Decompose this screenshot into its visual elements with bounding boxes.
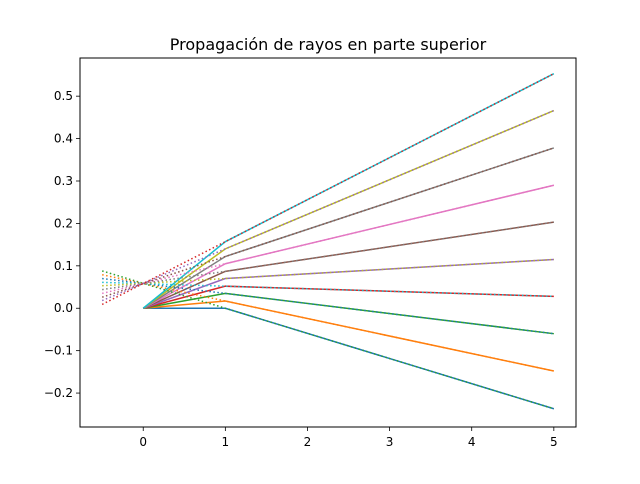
x-tick-label: 0 xyxy=(139,435,147,449)
dotted-ray-1 xyxy=(101,270,555,410)
y-tick-label: −0.1 xyxy=(44,344,73,358)
y-tick-label: 0.0 xyxy=(54,301,73,315)
y-tick-label: 0.4 xyxy=(54,132,73,146)
dotted-rays-group xyxy=(101,73,555,410)
dotted-ray-10 xyxy=(101,73,555,306)
y-tick-label: 0.5 xyxy=(54,89,73,103)
dotted-ray-9 xyxy=(101,109,555,302)
y-axis: −0.2 −0.1 0.0 0.1 0.2 0.3 0.4 0.5 xyxy=(44,89,80,400)
y-tick-label: 0.1 xyxy=(54,259,73,273)
solid-ray-5 xyxy=(142,258,554,309)
y-tick-label: 0.3 xyxy=(54,174,73,188)
x-tick-label: 3 xyxy=(386,435,394,449)
solid-ray-4 xyxy=(143,285,554,309)
y-tick-label: 0.2 xyxy=(54,216,73,230)
x-tick-label: 5 xyxy=(550,435,558,449)
solid-ray-2 xyxy=(143,300,554,372)
solid-ray-9 xyxy=(142,109,555,309)
dotted-ray-6 xyxy=(102,221,554,291)
x-tick-label: 1 xyxy=(222,435,230,449)
dotted-ray-8 xyxy=(101,147,555,298)
chart-title: Propagación de rayos en parte superior xyxy=(170,35,487,54)
x-tick-label: 4 xyxy=(468,435,476,449)
x-axis: 0 1 2 3 4 5 xyxy=(139,427,558,449)
x-tick-label: 2 xyxy=(304,435,312,449)
y-tick-label: −0.2 xyxy=(44,386,73,400)
solid-ray-7 xyxy=(142,184,555,309)
plot-area-frame xyxy=(79,57,577,428)
